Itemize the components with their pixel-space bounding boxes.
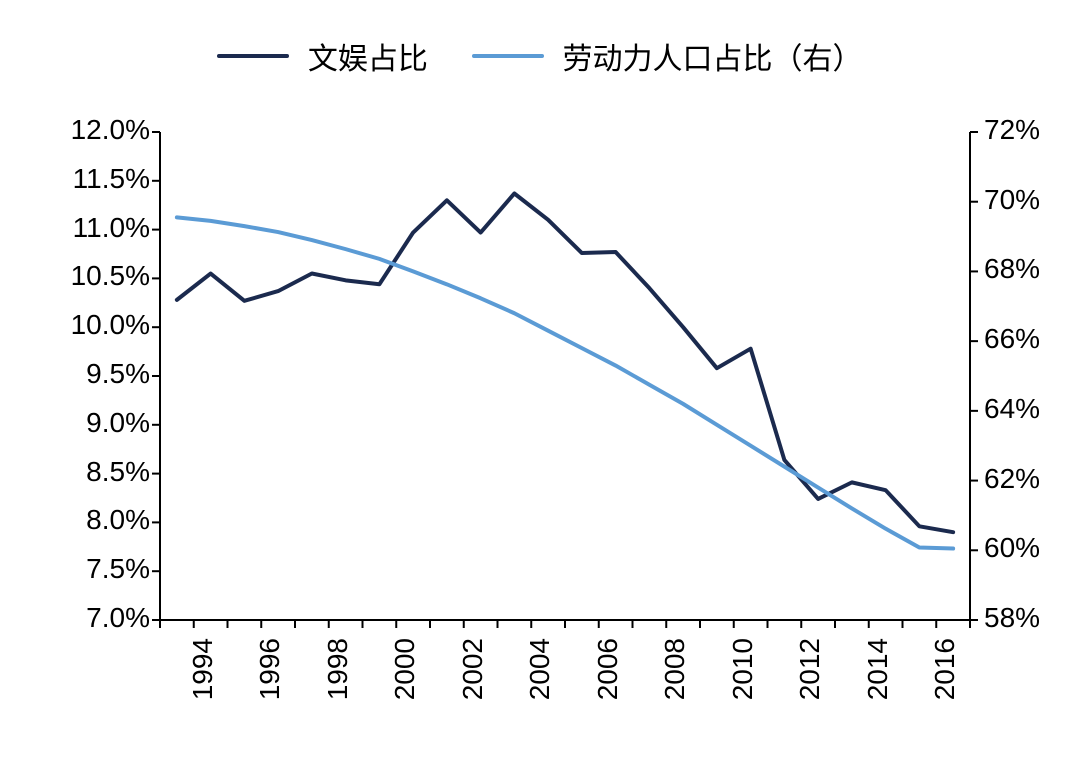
dual-axis-line-chart: 文娱占比 劳动力人口占比（右） 7.0%7.5%8.0%8.5%9.0%9.5%… [0,0,1080,780]
y-left-label: 9.5% [10,358,150,390]
series-劳动力人口占比（右） [177,217,953,548]
y-left-label: 10.5% [10,260,150,292]
series-文娱占比 [177,193,953,532]
y-right-label: 72% [984,114,1080,146]
y-left-label: 11.0% [10,212,150,244]
y-right-label: 60% [984,532,1080,564]
y-right-label: 68% [984,253,1080,285]
y-right-label: 58% [984,602,1080,634]
y-right-label: 62% [984,463,1080,495]
y-right-label: 64% [984,393,1080,425]
y-left-label: 12.0% [10,114,150,146]
y-left-label: 7.5% [10,553,150,585]
y-left-label: 7.0% [10,602,150,634]
y-left-label: 8.5% [10,456,150,488]
y-left-label: 9.0% [10,407,150,439]
y-right-label: 66% [984,323,1080,355]
y-left-label: 10.0% [10,309,150,341]
y-right-label: 70% [984,184,1080,216]
y-left-label: 8.0% [10,504,150,536]
y-left-label: 11.5% [10,163,150,195]
